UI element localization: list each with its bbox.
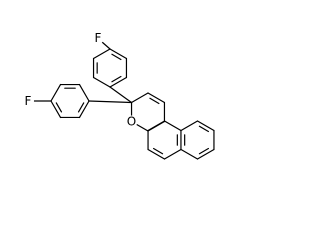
bond <box>111 53 122 61</box>
atom-label: F <box>95 31 102 45</box>
bond <box>147 92 166 104</box>
bond <box>163 148 182 160</box>
bond <box>180 148 199 160</box>
page: {"molecule": {"atoms": [{"label": "F"}, … <box>22 31 215 160</box>
atom-label: F <box>25 94 32 108</box>
bond <box>92 48 111 60</box>
bond <box>147 148 166 160</box>
bond <box>50 100 62 119</box>
bond <box>147 120 166 132</box>
bond <box>198 147 210 155</box>
bond <box>149 97 160 105</box>
bond <box>152 147 164 155</box>
bond <box>92 76 111 88</box>
bond <box>88 100 133 104</box>
bond <box>77 102 85 113</box>
atom-mask <box>125 115 138 128</box>
atom-mask <box>92 32 104 44</box>
bond <box>109 86 133 104</box>
bond <box>130 92 149 104</box>
bond <box>163 120 182 132</box>
bonds <box>32 41 215 160</box>
bond <box>198 125 210 133</box>
structure-diagram: F F O <box>22 31 215 160</box>
bond <box>109 76 128 88</box>
bond <box>196 120 215 132</box>
bond <box>109 48 128 60</box>
bond <box>78 83 90 102</box>
bond <box>101 41 111 50</box>
bond <box>78 100 90 119</box>
bond <box>111 75 122 83</box>
bond <box>196 148 215 160</box>
bond <box>180 120 199 132</box>
atom-mask <box>22 95 34 107</box>
bond <box>55 102 63 113</box>
bond <box>50 83 62 102</box>
atom-label: O <box>127 115 136 129</box>
